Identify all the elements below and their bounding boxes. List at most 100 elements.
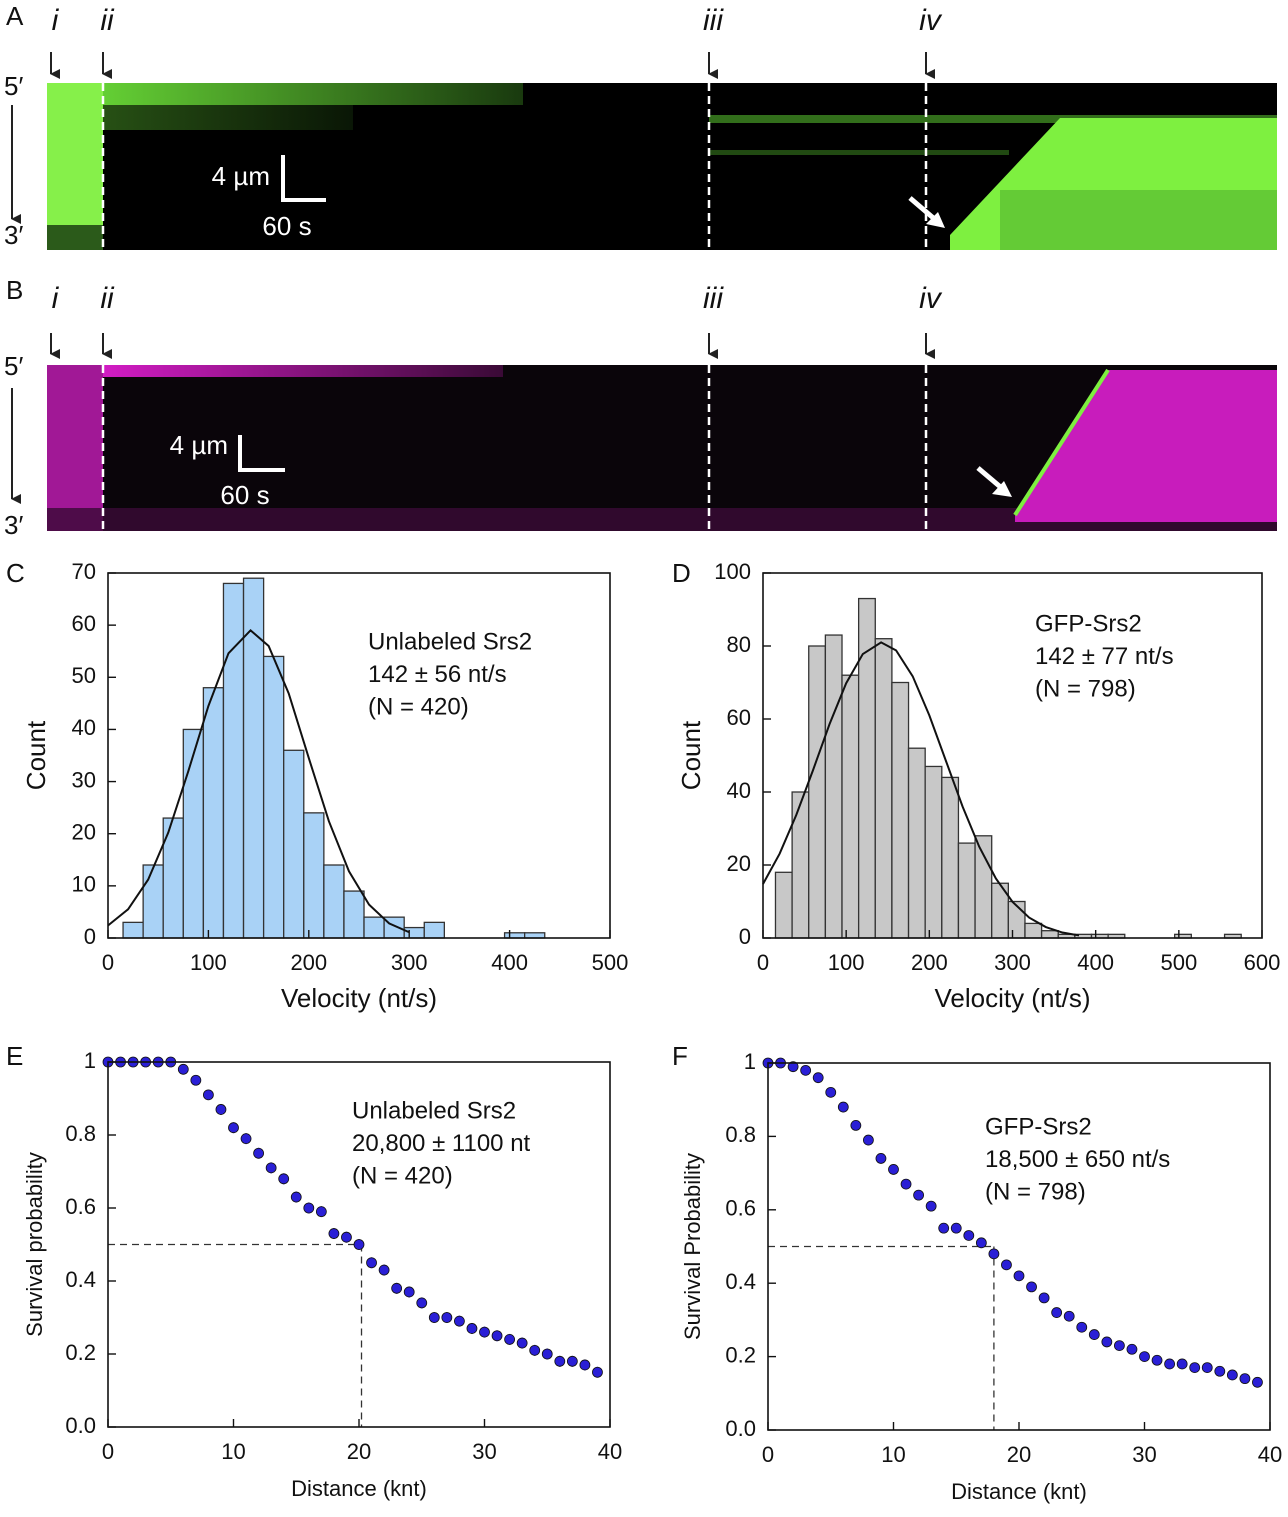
y-tick-label: 0.2 [65, 1340, 96, 1365]
point [1239, 1373, 1251, 1385]
point [963, 1230, 975, 1241]
point [1151, 1354, 1163, 1366]
point [1101, 1336, 1113, 1348]
annotation: (N = 798) [1035, 675, 1136, 702]
point [278, 1173, 290, 1185]
point [1051, 1307, 1063, 1318]
point [1201, 1362, 1213, 1374]
point [366, 1257, 377, 1269]
annotation: GFP-Srs2 [985, 1113, 1092, 1140]
marker-label: iv [919, 4, 943, 37]
annotation: Unlabeled Srs2 [352, 1097, 516, 1124]
x-tick-label: 40 [598, 1439, 622, 1464]
bar [283, 749, 305, 939]
x-tick-label: 0 [757, 950, 769, 975]
x-axis-label: Velocity (nt/s) [281, 983, 437, 1013]
kymo-arrows [908, 196, 1012, 497]
y-tick-label: 1 [744, 1049, 756, 1074]
x-axis-label: Distance (knt) [951, 1479, 1087, 1504]
panel-letter: B [6, 275, 23, 305]
point [391, 1282, 403, 1294]
bar [363, 916, 385, 939]
y-axis-label: Survival probability [22, 1152, 47, 1337]
panel-letter: D [672, 558, 691, 588]
point [315, 1206, 327, 1218]
kymograph-a-image [47, 83, 1277, 250]
annotation: 142 ± 77 nt/s [1035, 643, 1174, 670]
scale-bar [281, 155, 326, 202]
point [428, 1312, 440, 1323]
y-tick-label: 70 [72, 559, 96, 584]
bar [924, 765, 943, 939]
annotation: (N = 420) [352, 1162, 453, 1189]
point [888, 1164, 899, 1175]
point [441, 1312, 453, 1323]
bar [122, 921, 144, 939]
y-tick-label: 0.4 [725, 1269, 756, 1294]
bar [343, 890, 365, 939]
point [825, 1086, 837, 1098]
point [378, 1264, 390, 1276]
x-tick-label: 400 [491, 950, 528, 975]
x-axis-label: Distance (knt) [291, 1476, 427, 1501]
y-tick-label: 20 [72, 820, 96, 845]
y-tick-label: 80 [727, 632, 751, 657]
y-tick-label: 40 [72, 715, 96, 740]
point [1013, 1270, 1025, 1282]
x-tick-label: 200 [290, 950, 327, 975]
scale-length: 4 µm [212, 161, 270, 191]
point [579, 1359, 591, 1371]
y-axis-label: Count [676, 720, 706, 790]
y-tick-label: 20 [727, 851, 751, 876]
x-tick-label: 100 [828, 950, 865, 975]
end-label: 3′ [4, 510, 23, 540]
y-tick-label: 0.0 [725, 1416, 756, 1441]
point [403, 1286, 415, 1298]
point [416, 1297, 428, 1309]
end-label: 5′ [4, 351, 23, 381]
point [1026, 1281, 1037, 1293]
point [303, 1202, 315, 1214]
point [592, 1366, 603, 1378]
y-tick-label: 1 [84, 1048, 96, 1073]
annotation: 20,800 ± 1100 nt [352, 1130, 531, 1157]
point [253, 1147, 265, 1159]
point [1139, 1351, 1150, 1362]
bar [791, 791, 810, 939]
y-axis-label: Survival Probability [680, 1153, 705, 1340]
point [850, 1119, 862, 1131]
fit-curve [762, 641, 1080, 937]
point [177, 1063, 189, 1075]
annotation: 18,500 ± 650 nt/s [985, 1146, 1170, 1173]
y-tick-label: 0 [84, 924, 96, 949]
marker-label: iv [919, 282, 943, 315]
point [950, 1222, 962, 1234]
x-tick-label: 40 [1258, 1442, 1282, 1467]
marker-label: iii [703, 282, 724, 315]
x-tick-label: 200 [911, 950, 948, 975]
bar [323, 864, 345, 939]
point [988, 1248, 1000, 1260]
point [529, 1344, 541, 1356]
annotation: 142 ± 56 nt/s [368, 661, 507, 688]
point [938, 1222, 950, 1234]
y-tick-label: 10 [72, 872, 96, 897]
point [1252, 1376, 1263, 1388]
point [900, 1178, 912, 1190]
bar [957, 842, 976, 939]
bar [403, 926, 425, 939]
marker-label: i [52, 4, 60, 37]
point [1164, 1358, 1175, 1370]
point [504, 1334, 516, 1345]
point [516, 1337, 528, 1349]
point [1001, 1259, 1012, 1271]
bar [142, 864, 164, 939]
scale-time: 60 s [220, 480, 269, 510]
y-tick-label: 0.8 [725, 1122, 756, 1147]
x-tick-label: 600 [1244, 950, 1281, 975]
scale-length: 4 µm [170, 430, 228, 460]
x-tick-label: 20 [1007, 1442, 1031, 1467]
annotation: (N = 798) [985, 1178, 1086, 1205]
scale-bar [238, 435, 285, 472]
point [1088, 1329, 1100, 1340]
